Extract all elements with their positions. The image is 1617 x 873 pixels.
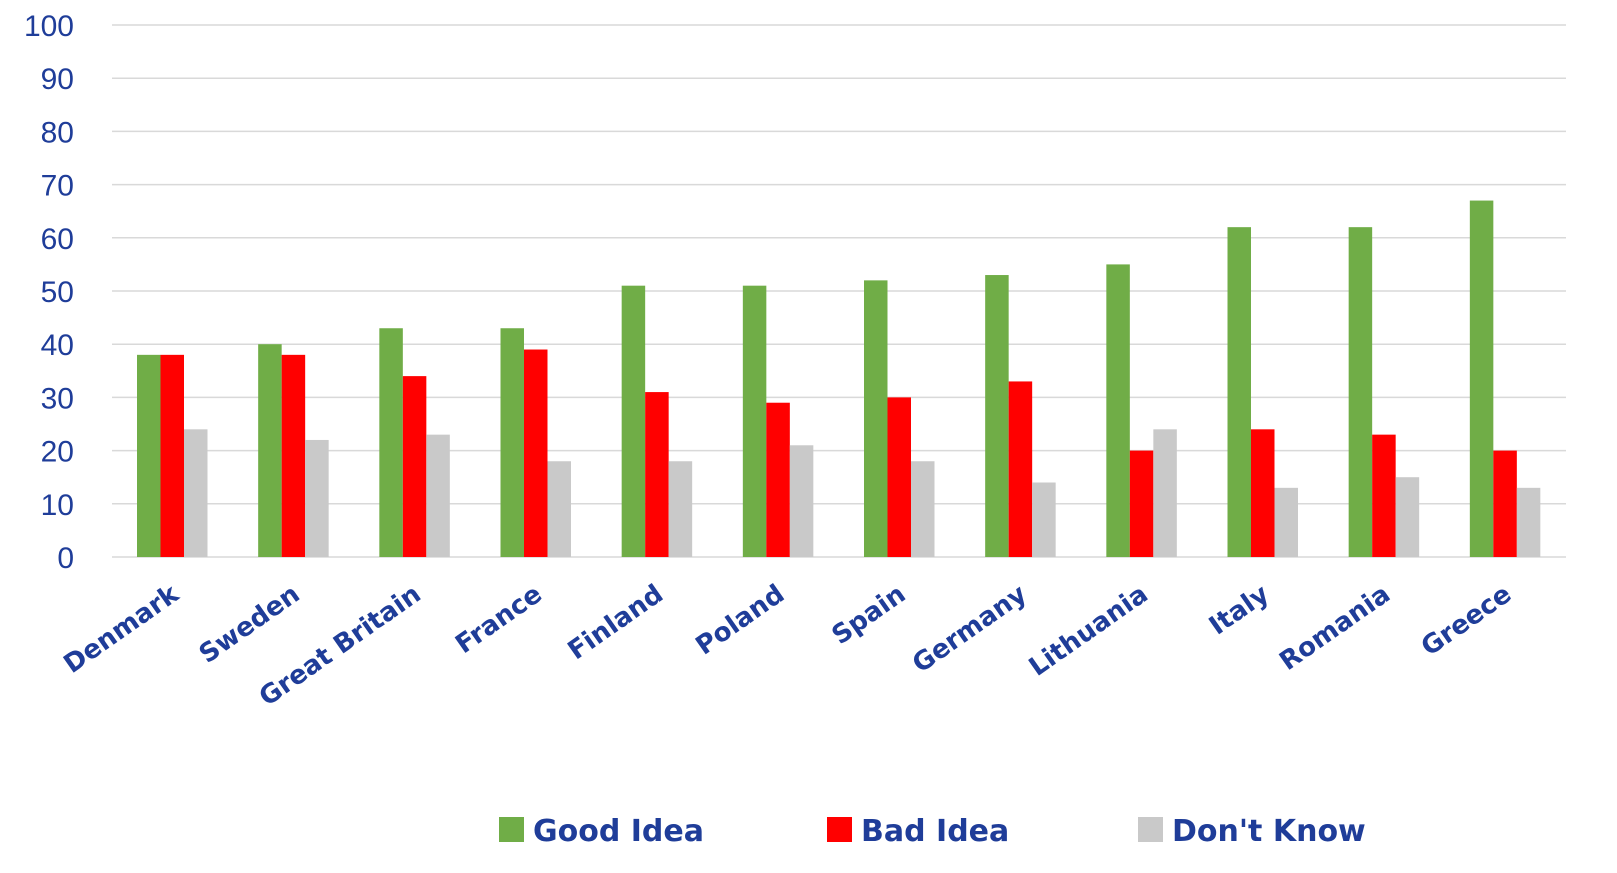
bar-sweden-good-idea [258, 344, 282, 557]
bar-germany-don-t-know [1032, 482, 1056, 557]
y-tick-label: 10 [41, 489, 74, 522]
x-tick-label-germany: Germany [907, 579, 1032, 679]
bar-france-don-t-know [547, 461, 571, 557]
x-tick-label-finland: Finland [563, 579, 669, 666]
bar-denmark-bad-idea [160, 354, 184, 557]
legend: Good Idea Bad Idea Don't Know [499, 814, 1366, 849]
bar-italy-don-t-know [1274, 487, 1298, 557]
bar-denmark-good-idea [137, 354, 161, 557]
y-tick-label: 70 [41, 170, 74, 203]
y-tick-label: 20 [41, 436, 74, 469]
bar-poland-bad-idea [766, 402, 790, 557]
bar-denmark-don-t-know [184, 429, 208, 557]
bar-sweden-bad-idea [281, 354, 306, 557]
bar-romania-good-idea [1348, 227, 1373, 557]
bar-great-britain-don-t-know [426, 434, 450, 557]
bar-finland-bad-idea [645, 392, 669, 557]
legend-swatch-bad-idea [827, 817, 852, 842]
x-tick-label-greece: Greece [1416, 579, 1517, 662]
bar-romania-bad-idea [1372, 434, 1396, 557]
x-tick-label-france: France [450, 579, 548, 660]
bar-poland-don-t-know [789, 445, 814, 557]
legend-label-bad-idea: Bad Idea [861, 814, 1009, 849]
y-tick-label: 90 [41, 63, 74, 96]
x-tick-label-denmark: Denmark [59, 579, 185, 680]
bar-great-britain-bad-idea [402, 376, 427, 557]
x-tick-label-poland: Poland [691, 579, 791, 661]
bar-spain-bad-idea [887, 397, 911, 557]
bar-spain-don-t-know [911, 461, 935, 557]
x-tick-label-sweden: Sweden [194, 579, 306, 670]
bar-germany-good-idea [985, 275, 1009, 557]
bar-germany-bad-idea [1008, 381, 1033, 557]
legend-label-don-t-know: Don't Know [1172, 814, 1366, 849]
x-tick-label-lithuania: Lithuania [1024, 579, 1154, 682]
bar-lithuania-bad-idea [1129, 450, 1154, 557]
legend-label-good-idea: Good Idea [533, 814, 704, 849]
gridlines [112, 24, 1566, 558]
x-tick-label-romania: Romania [1274, 579, 1396, 677]
bar-italy-good-idea [1227, 227, 1251, 557]
bar-spain-good-idea [864, 280, 888, 557]
legend-swatch-don-t-know [1138, 817, 1163, 842]
bar-greece-good-idea [1469, 200, 1494, 557]
bar-italy-bad-idea [1251, 429, 1275, 557]
legend-swatch-good-idea [499, 817, 524, 842]
x-tick-label-spain: Spain [827, 579, 912, 651]
y-tick-label: 40 [41, 329, 74, 362]
bar-poland-good-idea [742, 285, 767, 557]
bar-lithuania-don-t-know [1153, 429, 1177, 557]
bar-greece-bad-idea [1493, 450, 1517, 557]
y-axis-ticks: 0 10 20 30 40 50 60 70 80 90 100 [24, 10, 74, 575]
bar-greece-don-t-know [1516, 487, 1541, 557]
bar-great-britain-good-idea [379, 328, 403, 557]
bar-lithuania-good-idea [1106, 264, 1130, 557]
bar-romania-don-t-know [1395, 477, 1420, 557]
bar-finland-good-idea [621, 285, 646, 557]
y-tick-label: 100 [24, 10, 74, 43]
bar-france-bad-idea [524, 349, 548, 557]
y-tick-label: 60 [41, 223, 74, 256]
bar-sweden-don-t-know [305, 439, 329, 557]
bar-finland-don-t-know [668, 461, 693, 557]
bar-france-good-idea [500, 328, 524, 557]
y-tick-label: 80 [41, 116, 74, 149]
x-tick-label-italy: Italy [1204, 579, 1275, 641]
y-tick-label: 50 [41, 276, 74, 309]
y-tick-label: 30 [41, 382, 74, 415]
y-tick-label: 0 [57, 542, 74, 575]
bars [137, 200, 1541, 557]
